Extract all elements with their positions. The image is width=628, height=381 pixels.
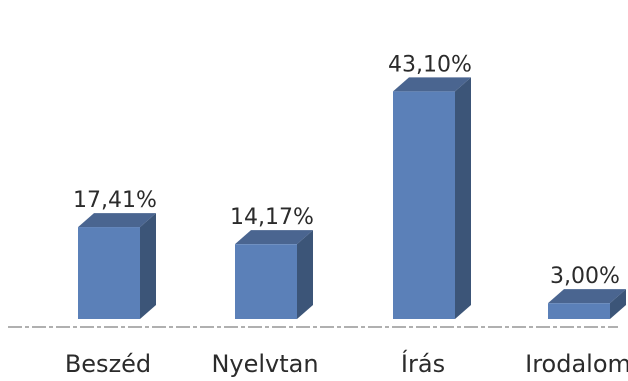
bar-3 bbox=[393, 77, 471, 319]
bar-top-face bbox=[393, 77, 471, 92]
data-label: 14,17% bbox=[230, 205, 314, 230]
bar-side-face bbox=[610, 289, 626, 319]
category-label: Irodalom bbox=[525, 350, 628, 378]
data-label: 17,41% bbox=[73, 188, 157, 213]
bar-2 bbox=[235, 230, 313, 319]
bar-front-face bbox=[548, 303, 610, 319]
category-label: Nyelvtan bbox=[211, 350, 318, 378]
bar-top-face bbox=[78, 213, 156, 228]
bar-front-face bbox=[235, 244, 297, 319]
bar-side-face bbox=[297, 230, 313, 319]
category-label: Írás bbox=[401, 349, 445, 378]
bar-1 bbox=[78, 213, 156, 319]
data-label: 3,00% bbox=[550, 264, 620, 289]
bar-front-face bbox=[78, 227, 140, 319]
bar-side-face bbox=[140, 213, 156, 319]
category-label: Beszéd bbox=[65, 350, 151, 378]
bars-group bbox=[78, 77, 626, 319]
bar-front-face bbox=[393, 91, 455, 319]
labels-group: 17,41% Beszéd 14,17% Nyelvtan 43,10% Írás 3,00… bbox=[65, 52, 628, 378]
bar-top-face bbox=[548, 289, 626, 304]
data-label: 43,10% bbox=[388, 52, 472, 77]
bar-top-face bbox=[235, 230, 313, 245]
bar-4 bbox=[548, 289, 626, 319]
bar-side-face bbox=[455, 77, 471, 319]
